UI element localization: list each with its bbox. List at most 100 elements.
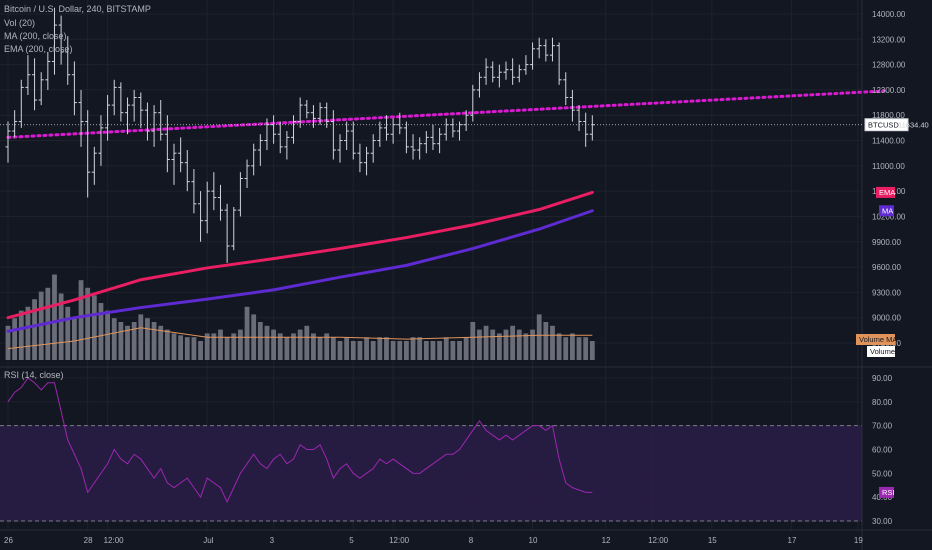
volume-bar <box>516 329 522 360</box>
volume-bar <box>410 337 416 360</box>
volume-ma-tag-label: Volume MA <box>859 335 897 344</box>
volume-bar <box>483 325 489 360</box>
ohlc-bar <box>317 102 323 125</box>
ohlc-bar <box>32 58 38 111</box>
volume-bar <box>138 314 144 360</box>
ohlc-bar <box>198 191 204 242</box>
ema-line <box>6 190 594 320</box>
volume-bar <box>98 303 104 360</box>
rsi-band-fill <box>0 425 862 521</box>
ohlc-bar <box>191 169 197 214</box>
symbol-title[interactable]: Bitcoin / U.S. Dollar, 240, BITSTAMP <box>4 4 151 14</box>
volume-tag-label: Volume <box>870 347 895 356</box>
volume-bar <box>417 337 423 360</box>
ohlc-bar <box>563 72 569 106</box>
ohlc-bar <box>178 137 184 173</box>
price-tag-symbol: BTCUSD <box>868 121 899 130</box>
volume-bar <box>85 287 91 360</box>
ohlc-bar <box>417 137 423 160</box>
volume-bar <box>158 325 164 360</box>
volume-bar <box>490 329 496 360</box>
time-tick-label: 10 <box>529 536 538 545</box>
ohlc-bar <box>144 102 150 141</box>
volume-bar <box>463 337 469 360</box>
ohlc-bar <box>18 79 24 128</box>
ohlc-bar <box>12 110 18 138</box>
ohlc-bar <box>556 42 562 85</box>
volume-bar <box>204 333 210 360</box>
ohlc-bar <box>211 172 217 211</box>
price-tick-label: 9600.00 <box>872 263 901 272</box>
rsi-tag: RSI <box>879 486 895 498</box>
time-axis[interactable]: 26 28 12:00 Jul 3 5 12:00 8 10 12 12:00 15 17 19 <box>4 536 863 545</box>
legend-volume[interactable]: Vol (20) <box>4 18 36 28</box>
volume-bar <box>5 325 11 360</box>
ohlc-bar <box>483 58 489 85</box>
ma-tag: MA <box>879 205 894 217</box>
volume-bar <box>125 325 130 360</box>
volume-bar <box>423 341 429 360</box>
time-tick-label: 12 <box>602 536 611 545</box>
time-tick-label: 17 <box>788 536 797 545</box>
rsi-tag-label: RSI <box>882 488 895 497</box>
volume-bar <box>91 295 97 360</box>
volume-bar <box>118 322 124 360</box>
volume-bar <box>65 306 71 360</box>
volume-bar <box>111 318 117 360</box>
volume-bar <box>576 337 582 360</box>
price-tick-label: 12300.00 <box>872 86 906 95</box>
ema-tag-label: EMA <box>879 188 895 197</box>
ema-tag: EMA <box>876 186 895 198</box>
price-tick-label: 9000.00 <box>872 314 901 323</box>
price-tick-label: 11800.00 <box>872 111 905 120</box>
ohlc-bar <box>244 159 250 188</box>
volume-bar <box>384 337 389 360</box>
ohlc-bar <box>204 181 210 234</box>
price-tick-label: 11400.00 <box>872 137 905 146</box>
legend-rsi[interactable]: RSI (14, close) <box>4 370 64 380</box>
price-tick-label: 10200.00 <box>872 212 906 221</box>
ohlc-bar <box>357 143 363 173</box>
volume-bar <box>404 341 409 360</box>
ohlc-bar <box>51 7 57 75</box>
volume-bar <box>78 280 84 360</box>
volume-bar <box>357 341 363 360</box>
ohlc-bar <box>377 121 383 147</box>
volume-bar <box>72 318 77 360</box>
volume-bar <box>430 341 436 360</box>
ohlc-bar <box>324 102 330 128</box>
volume-bar <box>503 329 509 360</box>
volume-bar <box>145 318 150 360</box>
volume-bar <box>211 333 217 360</box>
volume-bar <box>238 329 243 360</box>
legend-ema[interactable]: EMA (200, close) <box>4 44 73 54</box>
volume-bar <box>543 322 549 360</box>
volume-bar <box>364 337 369 360</box>
volume-bar <box>437 341 442 360</box>
ohlc-bar <box>490 61 496 83</box>
volume-bar <box>390 341 396 360</box>
time-tick-label: 26 <box>4 536 13 545</box>
ohlc-bar <box>237 172 243 217</box>
ohlc-bar <box>71 61 77 116</box>
volume-bar <box>330 337 336 360</box>
volume-bar <box>304 325 310 360</box>
volume-bar <box>470 322 476 360</box>
rsi-tick-label: 50.00 <box>872 469 893 478</box>
ohlc-bar <box>217 184 223 221</box>
volume-bar <box>523 333 529 360</box>
ohlc-bar <box>45 51 51 90</box>
volume-bar <box>550 325 555 360</box>
ohlc-bar <box>297 97 303 128</box>
ohlc-bar <box>257 134 263 166</box>
volume-bar <box>257 322 263 360</box>
volume-bar <box>370 341 376 360</box>
ohlc-bar <box>423 131 429 154</box>
volume-bar <box>58 293 64 360</box>
time-tick-label: 5 <box>349 536 354 545</box>
ohlc-bar <box>58 15 64 65</box>
legend-ma[interactable]: MA (200, close) <box>4 31 67 41</box>
rsi-tick-label: 80.00 <box>872 398 893 407</box>
ohlc-bar <box>364 146 370 176</box>
